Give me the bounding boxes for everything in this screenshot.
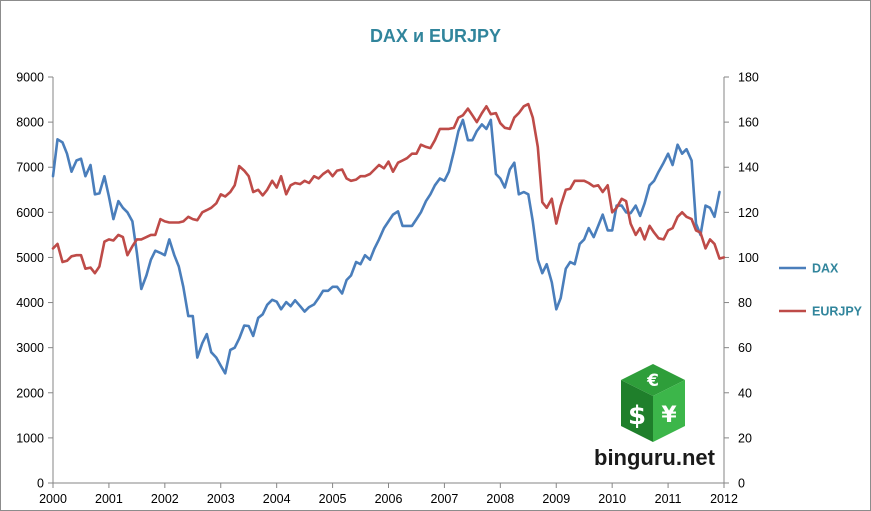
x-tick-label: 2006 bbox=[375, 492, 403, 506]
x-tick-label: 2008 bbox=[486, 492, 514, 506]
binguru-logo-icon: € $ ¥ bbox=[621, 364, 685, 442]
y-left-tick-label: 0 bbox=[37, 477, 44, 491]
x-tick-label: 2009 bbox=[542, 492, 570, 506]
legend-label-eurjpy: EURJPY bbox=[812, 305, 863, 319]
y-left-tick-label: 8000 bbox=[16, 116, 44, 130]
y-right-tick-label: 160 bbox=[738, 116, 759, 130]
x-tick-label: 2002 bbox=[151, 492, 179, 506]
y-left-tick-label: 1000 bbox=[16, 431, 44, 445]
y-right-tick-label: 80 bbox=[738, 296, 752, 310]
dollar-symbol-icon: $ bbox=[628, 401, 646, 431]
y-axis-right: 0 20 40 60 80 100 120 140 160 180 bbox=[723, 71, 759, 491]
y-axis-left: 0 1000 2000 3000 4000 5000 6000 7000 8000 9000 bbox=[16, 71, 54, 491]
y-left-tick-label: 2000 bbox=[16, 386, 44, 400]
x-tick-label: 2007 bbox=[431, 492, 459, 506]
y-left-tick-label: 7000 bbox=[16, 161, 44, 175]
series-line-eurjpy bbox=[51, 102, 726, 275]
brand-site-name: binguru.net bbox=[594, 445, 715, 470]
x-tick-label: 2005 bbox=[319, 492, 347, 506]
x-tick-label: 2004 bbox=[263, 492, 291, 506]
x-axis: 2000 2001 2002 2003 2004 2005 2006 2007 2008 2009… bbox=[39, 482, 738, 506]
legend: DAX EURJPY bbox=[779, 262, 863, 319]
logo-cube-right bbox=[653, 380, 685, 442]
x-tick-label: 2000 bbox=[39, 492, 67, 506]
legend-label-dax: DAX bbox=[812, 262, 839, 276]
y-right-tick-label: 40 bbox=[738, 386, 752, 400]
x-tick-label: 2012 bbox=[710, 492, 738, 506]
y-right-tick-label: 140 bbox=[738, 161, 759, 175]
chart-title: DAX и EURJPY bbox=[369, 26, 502, 46]
y-left-tick-label: 3000 bbox=[16, 341, 44, 355]
logo-cube-left bbox=[621, 380, 653, 442]
y-right-tick-label: 0 bbox=[738, 477, 745, 491]
y-left-tick-label: 5000 bbox=[16, 251, 44, 265]
yen-symbol-icon: ¥ bbox=[661, 403, 677, 428]
y-left-tick-label: 9000 bbox=[16, 71, 44, 85]
x-tick-label: 2003 bbox=[207, 492, 235, 506]
y-right-tick-label: 100 bbox=[738, 251, 759, 265]
euro-symbol-icon: € bbox=[646, 371, 659, 391]
series-lines bbox=[51, 102, 726, 375]
y-left-tick-label: 6000 bbox=[16, 206, 44, 220]
x-tick-label: 2011 bbox=[655, 492, 682, 506]
y-right-tick-label: 20 bbox=[738, 431, 752, 445]
x-tick-label: 2010 bbox=[598, 492, 626, 506]
series-line-dax bbox=[51, 118, 721, 375]
y-right-tick-label: 180 bbox=[738, 71, 759, 85]
y-left-tick-label: 4000 bbox=[16, 296, 44, 310]
y-right-tick-label: 120 bbox=[738, 206, 759, 220]
y-right-tick-label: 60 bbox=[738, 341, 752, 355]
x-tick-label: 2001 bbox=[95, 492, 123, 506]
